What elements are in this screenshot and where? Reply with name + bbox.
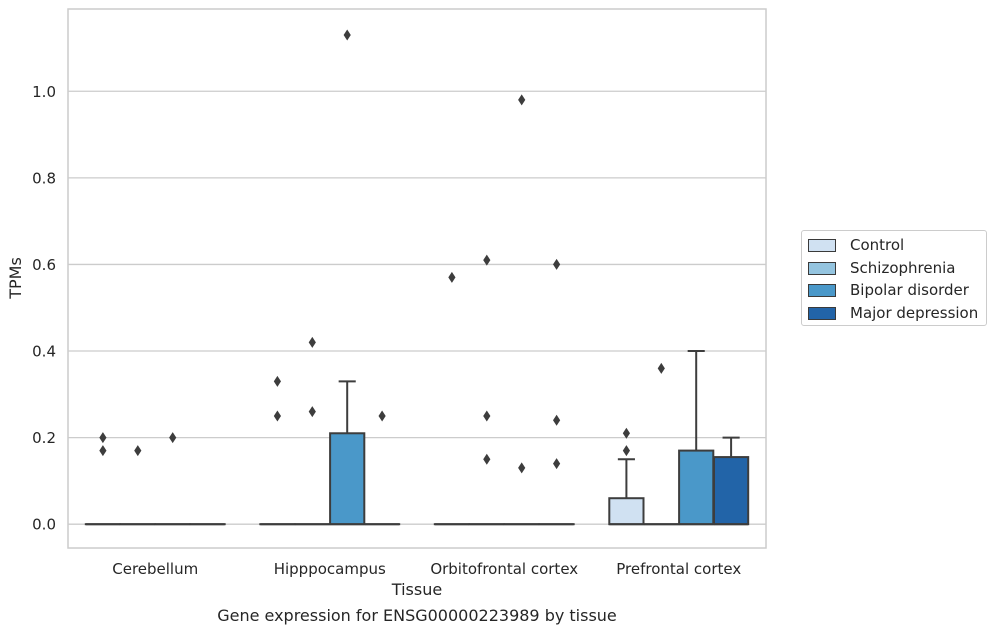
legend-swatch-major-depression — [808, 307, 836, 320]
outlier-point — [553, 415, 560, 426]
x-tick-label: Prefrontal cortex — [616, 560, 741, 578]
legend-label-major-depression: Major depression — [850, 304, 978, 322]
legend-item-control: Control — [808, 235, 904, 255]
box — [714, 457, 748, 524]
outliers — [99, 29, 665, 473]
outlier-point — [483, 454, 490, 465]
y-axis-label: TPMs — [6, 257, 25, 300]
outlier-point — [658, 363, 665, 374]
outlier-point — [623, 445, 630, 456]
box-group — [714, 438, 748, 525]
outlier-point — [344, 29, 351, 40]
box — [679, 451, 713, 525]
y-tick-label: 0.0 — [32, 516, 56, 534]
legend-item-schizophrenia: Schizophrenia — [808, 258, 955, 278]
box — [330, 433, 364, 524]
legend: Control Schizophrenia Bipolar disorder M… — [801, 230, 987, 326]
x-tick-label: Orbitofrontal cortex — [430, 560, 578, 578]
outlier-point — [169, 432, 176, 443]
y-tick-label: 0.2 — [32, 429, 56, 447]
legend-label-bipolar-disorder: Bipolar disorder — [850, 281, 969, 299]
box — [609, 498, 643, 524]
outlier-point — [274, 410, 281, 421]
y-tick-labels: 0.0 0.2 0.4 0.6 0.8 1.0 — [32, 83, 56, 534]
outlier-point — [553, 458, 560, 469]
y-tick-label: 0.8 — [32, 169, 56, 187]
figure-caption: Gene expression for ENSG00000223989 by t… — [0, 606, 834, 625]
outlier-point — [309, 337, 316, 348]
x-tick-label: Hipppocampus — [274, 560, 386, 578]
outlier-point — [99, 432, 106, 443]
box-group — [609, 459, 643, 524]
legend-swatch-schizophrenia — [808, 262, 836, 275]
outlier-point — [379, 410, 386, 421]
y-tick-label: 1.0 — [32, 83, 56, 101]
outlier-point — [448, 272, 455, 283]
gridlines — [68, 91, 766, 524]
box-group — [330, 381, 364, 524]
outlier-point — [99, 445, 106, 456]
legend-item-major-depression: Major depression — [808, 303, 978, 323]
legend-swatch-control — [808, 239, 836, 252]
x-tick-label: Cerebellum — [112, 560, 198, 578]
plot-frame — [68, 9, 766, 548]
x-axis-label: Tissue — [391, 580, 442, 599]
legend-item-bipolar-disorder: Bipolar disorder — [808, 280, 969, 300]
legend-label-schizophrenia: Schizophrenia — [850, 259, 955, 277]
outlier-point — [553, 259, 560, 270]
x-tick-labels: Cerebellum Hipppocampus Orbitofrontal cort… — [112, 560, 741, 578]
outlier-point — [134, 445, 141, 456]
legend-label-control: Control — [850, 236, 904, 254]
legend-swatch-bipolar-disorder — [808, 284, 836, 297]
y-tick-label: 0.6 — [32, 256, 56, 274]
outlier-point — [518, 94, 525, 105]
outlier-point — [483, 410, 490, 421]
y-tick-label: 0.4 — [32, 343, 56, 361]
outlier-point — [518, 462, 525, 473]
outlier-point — [274, 376, 281, 387]
outlier-point — [309, 406, 316, 417]
